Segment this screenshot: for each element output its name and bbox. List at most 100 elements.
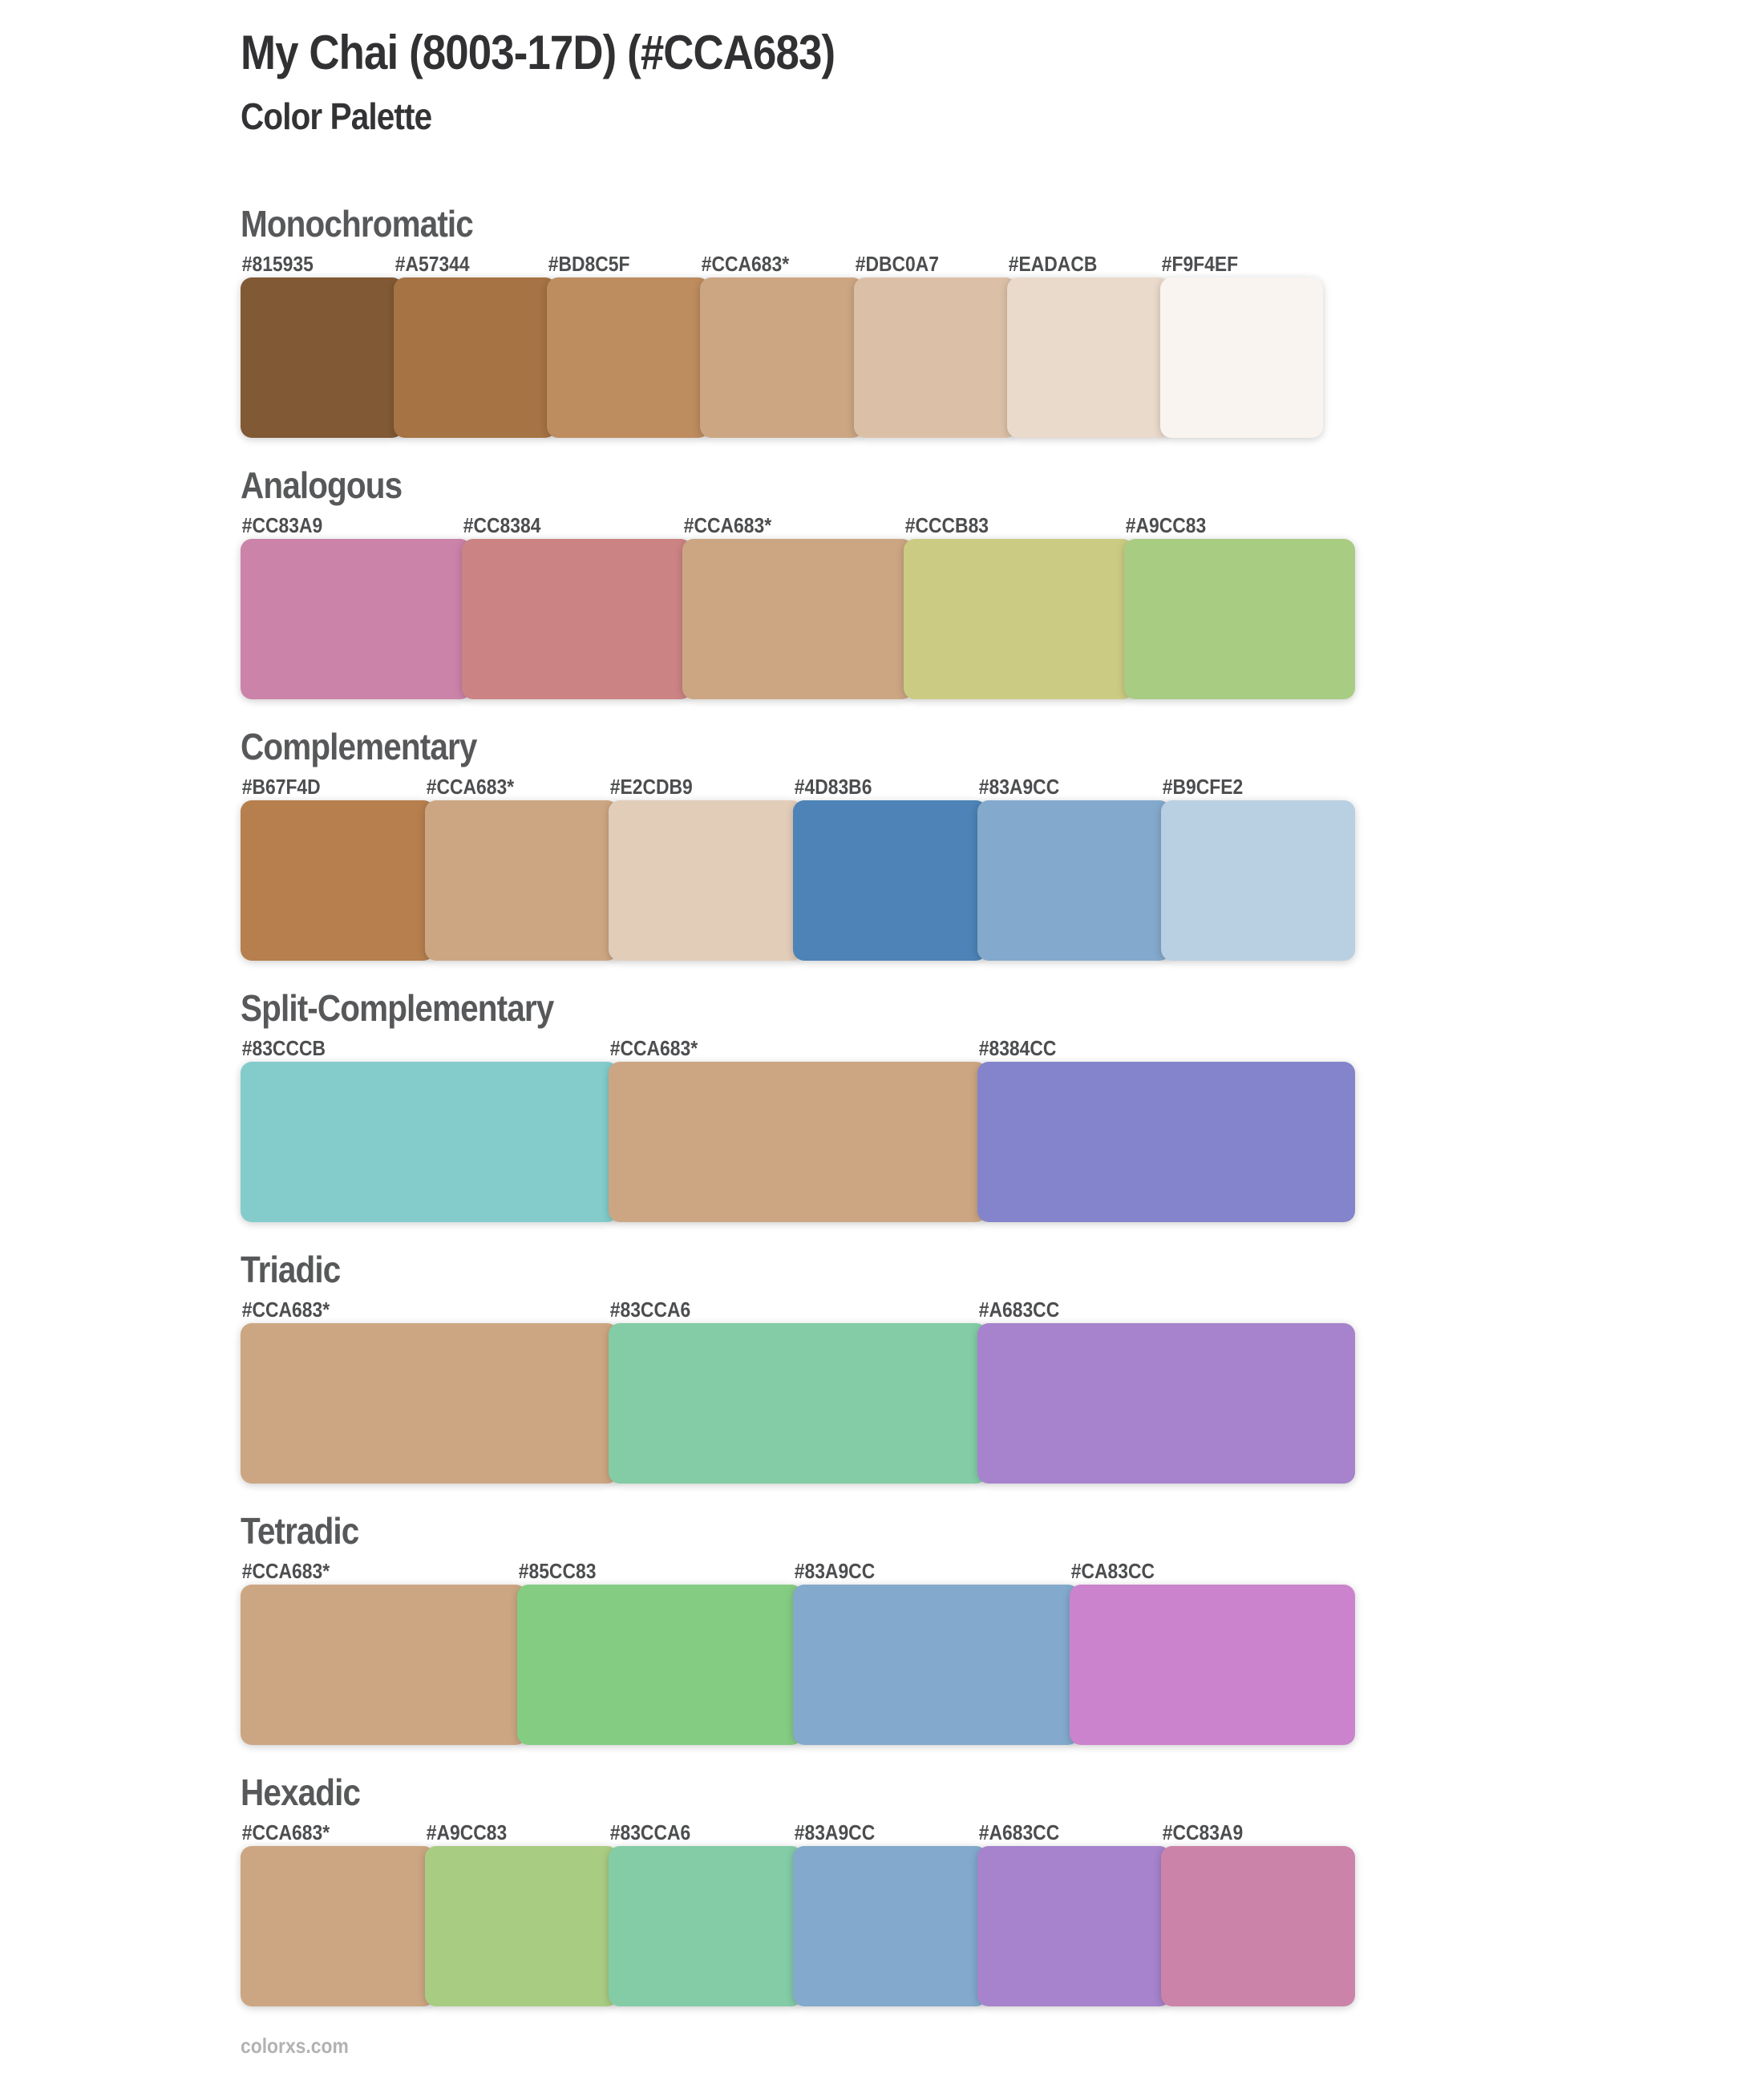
swatch-row: #CCA683* #85CC83 #83A9CC #CA83CC xyxy=(241,1549,1355,1745)
color-swatch[interactable] xyxy=(241,1323,619,1484)
swatch-cell: #85CC83 xyxy=(516,1549,803,1745)
swatch-hex-label: #CCA683* xyxy=(241,1298,330,1322)
swatch-cell: #CC8384 xyxy=(461,504,693,699)
swatch-hex-label: #83CCA6 xyxy=(610,1820,691,1844)
swatch-hex-label: #CCA683* xyxy=(241,1820,330,1844)
color-swatch[interactable] xyxy=(424,800,619,961)
color-swatch[interactable] xyxy=(609,1846,803,2006)
swatch-row: #815935 #A57344 #BD8C5F #CCA683* #DBC0A7 #EAD… xyxy=(241,242,1323,438)
color-swatch[interactable] xyxy=(793,1585,1079,1745)
swatch-hex-label: #83A9CC xyxy=(978,775,1059,799)
swatch-hex-label: #CCA683* xyxy=(241,1559,330,1583)
swatch-hex-label: #4D83B6 xyxy=(794,775,872,799)
footer-watermark: colorxs.com xyxy=(241,2034,349,2058)
swatch-hex-label: #CA83CC xyxy=(1070,1559,1155,1583)
swatch-hex-label: #A683CC xyxy=(978,1820,1059,1844)
color-swatch[interactable] xyxy=(241,1062,619,1222)
color-swatch[interactable] xyxy=(1161,1846,1356,2006)
swatch-cell: #CCA683* xyxy=(700,242,864,438)
swatch-cell: #A9CC83 xyxy=(424,1811,619,2006)
swatch-cell: #CC83A9 xyxy=(241,504,471,699)
color-swatch[interactable] xyxy=(977,1323,1355,1484)
color-swatch[interactable] xyxy=(241,277,404,438)
color-swatch[interactable] xyxy=(977,800,1171,961)
color-swatch[interactable] xyxy=(1124,539,1355,699)
section-heading: Analogous xyxy=(241,464,403,506)
color-swatch[interactable] xyxy=(853,277,1017,438)
color-swatch[interactable] xyxy=(1161,800,1356,961)
swatch-hex-label: #83CCA6 xyxy=(610,1298,691,1322)
color-swatch[interactable] xyxy=(241,800,435,961)
swatch-row: #83CCCB #CCA683* #8384CC xyxy=(241,1026,1355,1222)
color-swatch[interactable] xyxy=(682,539,913,699)
swatch-hex-label: #A9CC83 xyxy=(426,1820,507,1844)
swatch-hex-label: #8384CC xyxy=(978,1036,1057,1060)
swatch-cell: #83A9CC xyxy=(793,1811,987,2006)
section-heading: Tetradic xyxy=(241,1510,359,1552)
palette-section: Hexadic #CCA683* #A9CC83 #83CCA6 #83A9CC #A6… xyxy=(241,1774,1443,2006)
color-swatch[interactable] xyxy=(241,539,471,699)
color-swatch[interactable] xyxy=(1006,277,1170,438)
color-swatch[interactable] xyxy=(1159,277,1323,438)
swatch-cell: #F9F4EF xyxy=(1159,242,1323,438)
swatch-cell: #83CCA6 xyxy=(609,1288,987,1484)
swatch-hex-label: #CCA683* xyxy=(610,1036,698,1060)
swatch-cell: #4D83B6 xyxy=(793,765,987,961)
color-swatch[interactable] xyxy=(609,1062,987,1222)
swatch-row: #B67F4D #CCA683* #E2CDB9 #4D83B6 #83A9CC #B9C… xyxy=(241,765,1356,961)
color-swatch[interactable] xyxy=(547,277,710,438)
palette-section: Analogous #CC83A9 #CC8384 #CCA683* #CCCB83 #… xyxy=(241,467,1443,699)
color-swatch[interactable] xyxy=(394,277,557,438)
page-title: My Chai (8003-17D) (#CCA683) xyxy=(241,26,835,79)
swatch-cell: #83A9CC xyxy=(793,1549,1079,1745)
swatch-cell: #A683CC xyxy=(977,1288,1355,1484)
color-swatch[interactable] xyxy=(461,539,693,699)
page-subtitle: Color Palette xyxy=(241,95,432,137)
swatch-cell: #83CCCB xyxy=(241,1026,619,1222)
swatch-cell: #B67F4D xyxy=(241,765,435,961)
swatch-row: #CCA683* #83CCA6 #A683CC xyxy=(241,1288,1355,1484)
swatch-cell: #EADACB xyxy=(1006,242,1170,438)
color-swatch[interactable] xyxy=(609,1323,987,1484)
swatch-hex-label: #85CC83 xyxy=(518,1559,596,1583)
swatch-hex-label: #CCA683* xyxy=(702,252,790,276)
swatch-hex-label: #A683CC xyxy=(978,1298,1059,1322)
swatch-hex-label: #E2CDB9 xyxy=(610,775,694,799)
swatch-hex-label: #CCA683* xyxy=(683,513,772,537)
swatch-hex-label: #CC8384 xyxy=(463,513,541,537)
swatch-row: #CC83A9 #CC8384 #CCA683* #CCCB83 #A9CC83 xyxy=(241,504,1355,699)
color-swatch[interactable] xyxy=(516,1585,803,1745)
swatch-hex-label: #CC83A9 xyxy=(241,513,323,537)
palette-section: Tetradic #CCA683* #85CC83 #83A9CC #CA83CC xyxy=(241,1512,1443,1745)
color-swatch[interactable] xyxy=(903,539,1135,699)
palette-section: Monochromatic #815935 #A57344 #BD8C5F #CCA6… xyxy=(241,205,1443,438)
palette-page: My Chai (8003-17D) (#CCA683) Color Palet… xyxy=(241,26,1443,2058)
color-swatch[interactable] xyxy=(241,1846,435,2006)
swatch-hex-label: #F9F4EF xyxy=(1161,252,1238,276)
swatch-hex-label: #BD8C5F xyxy=(548,252,630,276)
swatch-cell: #83A9CC xyxy=(977,765,1171,961)
color-swatch[interactable] xyxy=(793,800,987,961)
swatch-cell: #A683CC xyxy=(977,1811,1171,2006)
color-swatch[interactable] xyxy=(424,1846,619,2006)
swatch-hex-label: #CCA683* xyxy=(426,775,514,799)
section-heading: Hexadic xyxy=(241,1771,361,1813)
swatch-hex-label: #CC83A9 xyxy=(1163,1820,1244,1844)
swatch-hex-label: #CCCB83 xyxy=(904,513,989,537)
color-swatch[interactable] xyxy=(977,1846,1171,2006)
swatch-hex-label: #83A9CC xyxy=(794,1559,876,1583)
swatch-hex-label: #B9CFE2 xyxy=(1163,775,1244,799)
swatch-hex-label: #A9CC83 xyxy=(1126,513,1207,537)
color-swatch[interactable] xyxy=(700,277,864,438)
color-swatch[interactable] xyxy=(241,1585,527,1745)
section-heading: Complementary xyxy=(241,726,477,767)
swatch-hex-label: #815935 xyxy=(241,252,314,276)
color-swatch[interactable] xyxy=(1069,1585,1355,1745)
color-swatch[interactable] xyxy=(609,800,803,961)
swatch-cell: #CCA683* xyxy=(424,765,619,961)
color-swatch[interactable] xyxy=(977,1062,1355,1222)
palette-section: Split-Complementary #83CCCB #CCA683* #8384… xyxy=(241,990,1443,1222)
color-swatch[interactable] xyxy=(793,1846,987,2006)
swatch-hex-label: #EADACB xyxy=(1008,252,1098,276)
swatch-cell: #A9CC83 xyxy=(1124,504,1355,699)
